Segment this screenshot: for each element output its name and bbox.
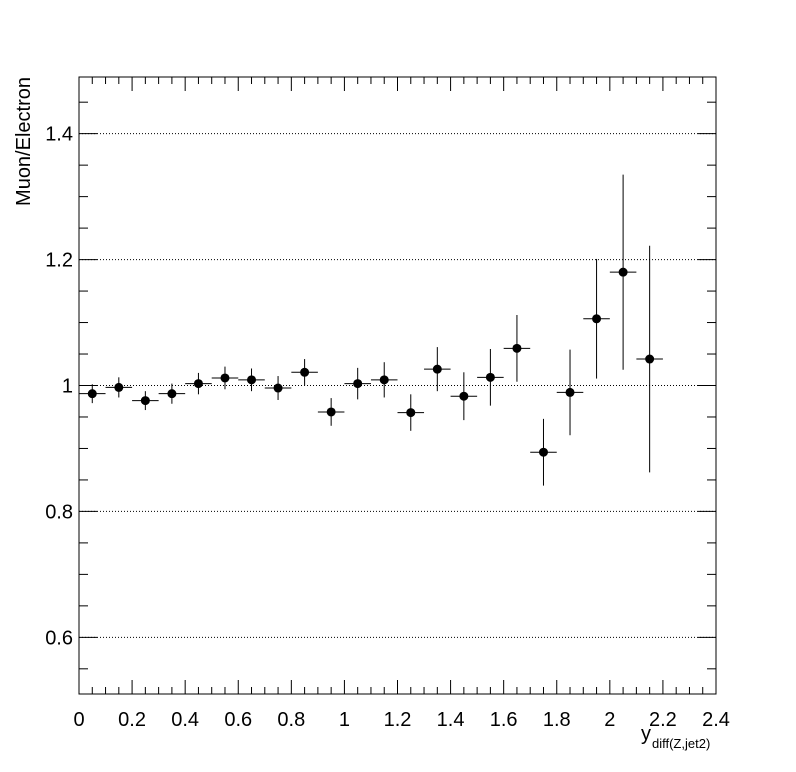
x-tick-label-3: 0.6 xyxy=(224,709,252,731)
data-point-9 xyxy=(317,398,345,426)
data-marker-6 xyxy=(247,375,257,385)
data-marker-19 xyxy=(592,314,602,324)
data-marker-11 xyxy=(379,375,389,385)
grid-lines xyxy=(79,133,716,638)
data-point-5 xyxy=(211,366,239,390)
data-marker-14 xyxy=(459,391,469,401)
data-marker-10 xyxy=(353,379,363,389)
data-point-16 xyxy=(503,314,531,382)
x-tick-label-2: 0.4 xyxy=(171,709,199,731)
data-point-12 xyxy=(397,394,425,431)
data-point-18 xyxy=(556,349,584,436)
data-point-3 xyxy=(158,383,186,404)
data-point-6 xyxy=(238,368,265,392)
data-marker-17 xyxy=(538,447,548,457)
x-tick-label-11: 2.2 xyxy=(649,709,677,731)
data-marker-5 xyxy=(220,373,230,383)
data-marker-20 xyxy=(618,267,628,277)
data-marker-3 xyxy=(167,389,177,399)
axis-ticks xyxy=(78,77,717,694)
x-axis-title-subscript: diff(Z,jet2) xyxy=(652,736,710,751)
x-axis-title: ydiff(Z,jet2) xyxy=(641,723,710,751)
x-tick-label-0: 0 xyxy=(73,709,84,731)
x-tick-label-12: 2.4 xyxy=(702,709,730,731)
x-tick-label-1: 0.2 xyxy=(118,709,146,731)
data-marker-15 xyxy=(485,372,495,382)
x-tick-label-9: 1.8 xyxy=(543,709,571,731)
data-point-17 xyxy=(530,418,557,486)
data-point-13 xyxy=(424,347,451,392)
x-tick-label-6: 1.2 xyxy=(384,709,412,731)
y-tick-label-3: 1.2 xyxy=(45,250,73,272)
y-tick-label-1: 0.8 xyxy=(45,501,73,523)
y-tick-label-4: 1.4 xyxy=(45,124,73,146)
x-axis-title-main: y xyxy=(641,723,651,745)
data-marker-21 xyxy=(645,354,655,364)
x-tick-label-8: 1.6 xyxy=(490,709,518,731)
data-marker-0 xyxy=(87,389,97,399)
data-marker-7 xyxy=(273,383,283,393)
data-point-1 xyxy=(105,377,133,398)
data-marker-9 xyxy=(326,407,336,417)
data-marker-13 xyxy=(432,364,442,374)
y-tick-labels: 0.6 0.8 1 1.2 1.4 xyxy=(45,124,73,650)
x-tick-label-5: 1 xyxy=(339,709,350,731)
data-point-0 xyxy=(79,384,106,404)
x-tick-labels: 0 0.2 0.4 0.6 0.8 1 1.2 1.4 1.6 1.8 2 2.2 2.4 xyxy=(73,709,729,731)
y-tick-label-0: 0.6 xyxy=(45,627,73,649)
data-marker-12 xyxy=(406,408,416,418)
data-point-2 xyxy=(132,391,159,411)
data-marker-18 xyxy=(565,387,575,397)
x-tick-label-4: 0.8 xyxy=(277,709,305,731)
data-point-7 xyxy=(264,376,292,400)
y-axis-title: Muon/Electron xyxy=(13,77,35,206)
data-point-19 xyxy=(583,258,610,379)
x-tick-label-7: 1.4 xyxy=(437,709,465,731)
data-point-8 xyxy=(291,359,318,386)
data-point-21 xyxy=(636,245,663,473)
data-point-10 xyxy=(344,367,371,400)
data-point-11 xyxy=(370,362,398,398)
data-marker-4 xyxy=(193,379,203,389)
data-points xyxy=(79,174,663,486)
data-point-4 xyxy=(185,372,212,395)
x-tick-label-10: 2 xyxy=(604,709,615,731)
data-point-20 xyxy=(609,174,637,370)
data-point-14 xyxy=(450,372,478,421)
data-point-15 xyxy=(477,348,504,406)
data-marker-8 xyxy=(300,367,310,377)
data-marker-16 xyxy=(512,343,522,353)
y-tick-label-2: 1 xyxy=(62,376,73,398)
data-marker-1 xyxy=(114,382,124,392)
data-marker-2 xyxy=(140,396,150,406)
